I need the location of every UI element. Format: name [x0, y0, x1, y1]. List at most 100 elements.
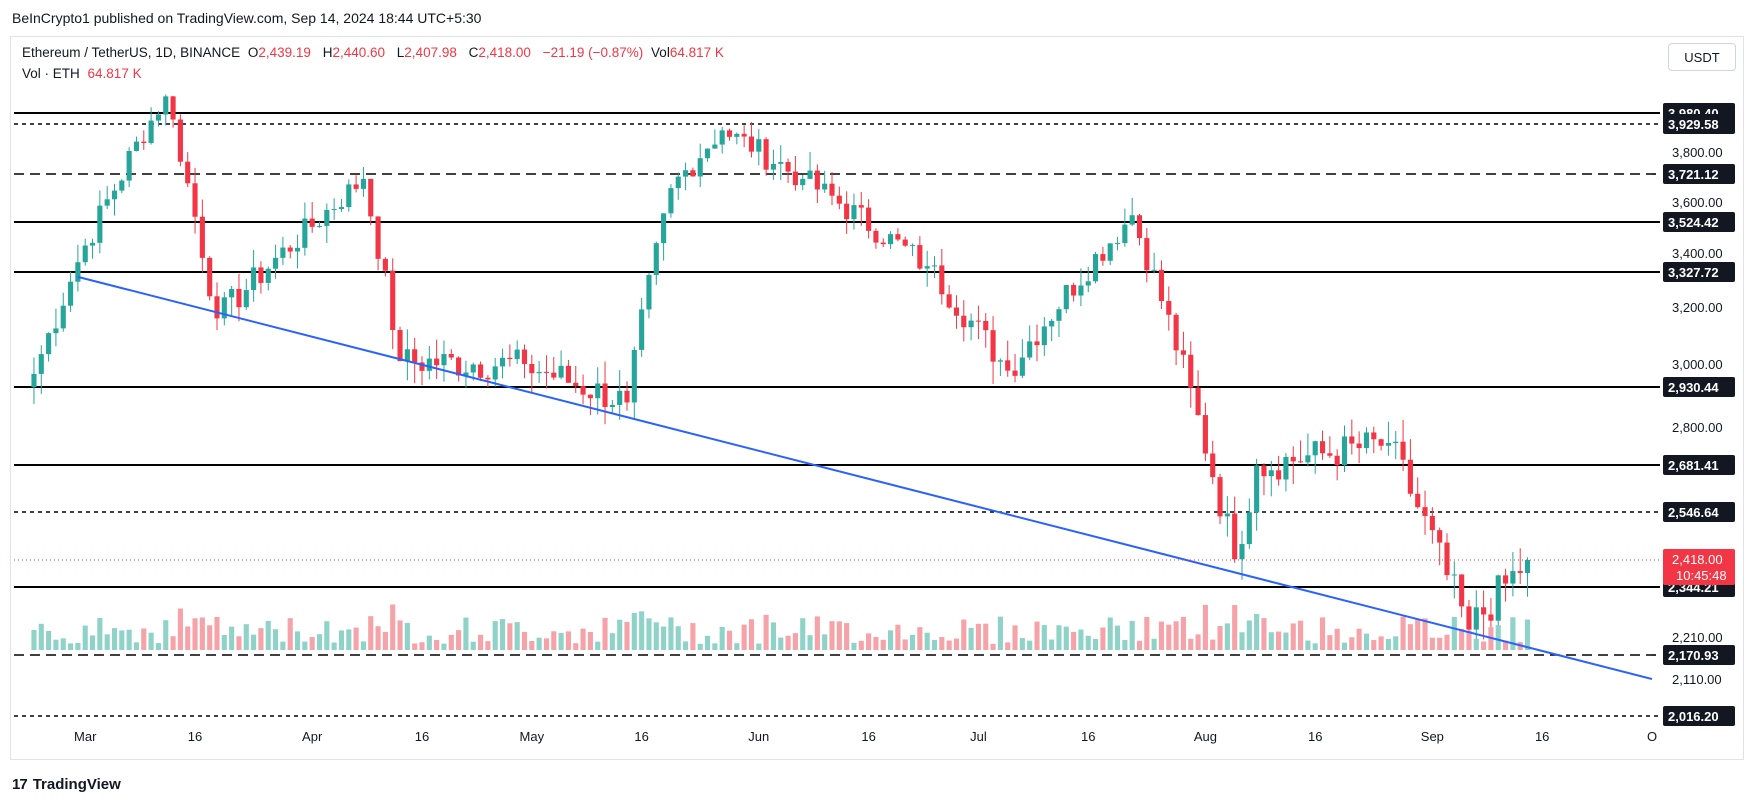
candle-body — [258, 267, 264, 283]
volume-bar — [873, 636, 879, 650]
volume-bar — [814, 616, 820, 650]
candle-body — [1422, 507, 1428, 516]
candle-body — [1246, 512, 1252, 545]
candle-body — [397, 330, 403, 362]
candle-body — [1027, 341, 1033, 358]
candle-body — [31, 373, 37, 388]
candle-body — [1415, 493, 1421, 508]
candle-body — [338, 207, 345, 210]
x-tick-label: 16 — [188, 729, 202, 744]
volume-bar — [331, 642, 337, 650]
volume-bar — [595, 641, 601, 650]
volume-bar — [302, 641, 308, 650]
candle-body — [390, 270, 396, 331]
candle-body — [375, 216, 381, 259]
candle-body — [639, 309, 645, 350]
y-tick-label: 3,600.00 — [1672, 195, 1723, 210]
candle-body — [785, 162, 791, 172]
candle-body — [265, 268, 271, 283]
volume-bar — [1078, 629, 1084, 650]
volume-bar — [456, 630, 462, 650]
candle-body — [119, 180, 125, 191]
candle-body — [602, 383, 608, 408]
y-tick-label: 3,400.00 — [1672, 246, 1723, 261]
volume-bar — [792, 633, 798, 650]
volume-bar — [778, 637, 784, 650]
candle-body — [1385, 443, 1391, 446]
y-tick-label: 3,800.00 — [1672, 145, 1723, 160]
last-price-label: 2,418.00 — [1672, 552, 1723, 567]
y-tick-label: 2,110.00 — [1672, 672, 1722, 687]
descending-trendline — [77, 275, 1653, 680]
candle-body — [1495, 575, 1501, 621]
level-label: 3,327.72 — [1668, 265, 1719, 280]
level-label: 3,929.58 — [1668, 117, 1719, 132]
candle-body — [697, 158, 703, 177]
x-tick-label: 16 — [415, 729, 429, 744]
volume-bar — [1524, 619, 1531, 650]
volume-bar — [441, 643, 447, 650]
candle-body — [1437, 530, 1443, 543]
volume-bar — [31, 629, 37, 650]
volume-bar — [521, 631, 528, 650]
close-value: C2,418.00 — [468, 45, 531, 60]
volume-bar — [1466, 630, 1472, 650]
candle-body — [653, 243, 659, 275]
volume-bar — [514, 622, 520, 650]
symbol-label[interactable]: Ethereum / TetherUS, 1D, BINANCE — [22, 45, 241, 60]
volume-bar — [1151, 638, 1157, 650]
volume-bar — [221, 635, 227, 650]
candle-body — [1005, 360, 1011, 371]
candle-body — [346, 184, 352, 208]
candle-body — [126, 151, 132, 181]
candle-body — [514, 349, 520, 360]
volume-bar — [192, 618, 198, 650]
volume-bar — [1378, 636, 1384, 650]
candle-body — [1166, 301, 1172, 315]
volume-bar — [309, 637, 315, 650]
candle-body — [177, 119, 183, 162]
candle-body — [1188, 354, 1194, 388]
volume-bar — [536, 637, 542, 650]
candle-body — [75, 262, 81, 282]
candle-body — [280, 247, 286, 258]
volume-bar — [170, 636, 176, 650]
volume-bar — [1012, 625, 1018, 650]
volume-bar — [653, 622, 659, 650]
level-label: 3,721.12 — [1668, 167, 1719, 182]
volume-bar — [1429, 637, 1435, 650]
candle-body — [273, 257, 279, 269]
candle-body — [104, 199, 110, 206]
candle-body — [1232, 513, 1238, 560]
volume-bar — [748, 619, 755, 650]
volume-series-label[interactable]: Vol · ETH — [22, 66, 80, 81]
level-label-box — [1663, 645, 1735, 665]
candle-body — [199, 216, 205, 258]
candle-body — [1034, 341, 1040, 346]
candle-body — [148, 120, 154, 144]
candle-body — [741, 133, 747, 137]
candle-body — [1100, 254, 1106, 261]
y-tick-label: 3,200.00 — [1672, 300, 1723, 315]
volume-bar — [1312, 643, 1318, 650]
y-tick-label: 2,800.00 — [1672, 420, 1723, 435]
volume-bar — [177, 608, 183, 650]
volume-bar — [1232, 605, 1238, 650]
candle-body — [646, 274, 652, 310]
volume-bar — [68, 643, 74, 650]
volume-bar — [38, 623, 44, 650]
volume-bar — [1210, 639, 1216, 650]
volume-bar — [316, 634, 323, 650]
volume-bar — [1100, 627, 1106, 650]
candle-body — [251, 267, 257, 291]
volume-bar — [1041, 625, 1047, 650]
y-tick-label: 2,210.00 — [1672, 630, 1723, 645]
currency-button[interactable]: USDT — [1668, 43, 1736, 71]
candle-body — [909, 245, 916, 247]
volume-bar — [111, 628, 118, 650]
candle-body — [1049, 320, 1055, 327]
candle-body — [961, 315, 967, 328]
level-label-box — [1663, 502, 1735, 522]
high-value: H2,440.60 — [322, 45, 386, 60]
